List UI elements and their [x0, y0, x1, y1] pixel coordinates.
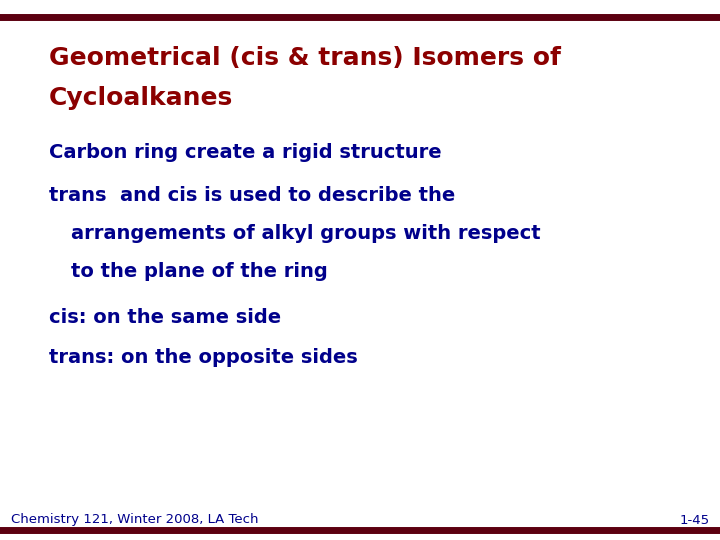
- Text: Chemistry 121, Winter 2008, LA Tech: Chemistry 121, Winter 2008, LA Tech: [11, 514, 258, 526]
- Text: trans: on the opposite sides: trans: on the opposite sides: [49, 348, 358, 367]
- Text: 1-45: 1-45: [679, 514, 709, 526]
- Text: Geometrical (cis & trans) Isomers of: Geometrical (cis & trans) Isomers of: [49, 46, 561, 70]
- Text: trans  and cis is used to describe the: trans and cis is used to describe the: [49, 186, 455, 205]
- Text: Carbon ring create a rigid structure: Carbon ring create a rigid structure: [49, 143, 441, 162]
- Text: arrangements of alkyl groups with respect: arrangements of alkyl groups with respec…: [71, 224, 540, 243]
- Text: Cycloalkanes: Cycloalkanes: [49, 86, 233, 110]
- Text: cis: on the same side: cis: on the same side: [49, 308, 281, 327]
- Text: to the plane of the ring: to the plane of the ring: [71, 262, 328, 281]
